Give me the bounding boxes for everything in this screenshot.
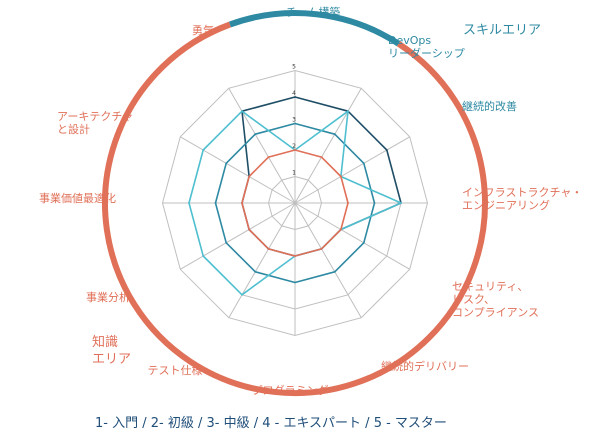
category-label-8: テスト仕様 [148, 363, 203, 377]
category-label-1: チーム構築 [286, 5, 341, 19]
series-3-point-11 [202, 149, 205, 151]
series-4-point-10 [241, 202, 243, 204]
series-3-point-9 [202, 255, 205, 257]
grid-spoke-8 [228, 202, 296, 318]
area-label-1: スキルエリア [463, 23, 541, 38]
series-2-point-9 [225, 241, 228, 244]
category-label-3: 継続的改善 [462, 99, 517, 113]
category-label-5: セキュリティ、リスク、コンプライアンス [452, 280, 539, 319]
category-label-10: 事業価値最適化 [39, 191, 116, 205]
series-2-point-5 [362, 241, 365, 244]
series-4-point-12 [267, 156, 270, 159]
series-3-point-4 [400, 202, 402, 204]
series-2-point-8 [254, 270, 257, 273]
tick-label-1: 1 [292, 170, 296, 177]
series-1-line [241, 96, 402, 257]
series-2-point-3 [362, 162, 365, 165]
series-4-point-8 [267, 248, 270, 250]
series-2-point-12 [254, 133, 257, 136]
tick-label-3: 3 [292, 117, 296, 124]
tick-label-5: 5 [292, 64, 296, 71]
skill-area-arc [228, 10, 401, 47]
grid-spoke-3 [294, 136, 410, 204]
series-4-point-3 [340, 175, 342, 178]
grid-spoke-6 [294, 202, 362, 318]
series-4-point-2 [320, 156, 323, 159]
tick-label-2: 2 [292, 143, 296, 150]
grid-spoke-9 [180, 202, 296, 270]
category-label-7: プログラミング [252, 383, 329, 397]
grid-spoke-11 [180, 136, 296, 204]
series-4-point-9 [248, 228, 251, 231]
series-3-point-10 [188, 202, 190, 204]
series-2-point-6 [333, 270, 336, 273]
category-label-11: アーキテクチャと設計 [57, 110, 133, 136]
series-4-point-1 [294, 149, 296, 151]
series-2-point-10 [214, 202, 217, 204]
category-label-4: インフラストラクチャ・エンジニアリング [462, 186, 582, 212]
grid-spoke-2 [294, 88, 362, 204]
series-2-point-2 [333, 133, 336, 136]
series-2-point-1 [294, 122, 296, 125]
knowledge-area-arc [102, 21, 488, 396]
series-2-point-4 [373, 202, 376, 204]
series-1-point-3 [385, 149, 388, 151]
series-3-point-12 [241, 110, 243, 113]
category-label-6: 継続的デリバリー [381, 359, 469, 373]
series-4-point-4 [347, 202, 349, 204]
series-3-point-8 [241, 293, 243, 296]
series-3-point-2 [347, 110, 349, 113]
series-4-point-5 [340, 228, 342, 231]
grid-spoke-5 [294, 202, 410, 270]
category-label-9: 事業分析 [86, 290, 130, 304]
series-4-point-7 [294, 255, 296, 257]
scale-legend: 1- 入門 / 2- 初級 / 3- 中級 / 4 - エキスパート / 5 -… [95, 416, 447, 431]
series-4-point-6 [320, 248, 323, 250]
series-1-point-1 [294, 96, 296, 98]
series-2-point-11 [225, 162, 228, 165]
grid-spoke-12 [228, 88, 296, 204]
series-4-point-11 [248, 175, 251, 178]
series-2-point-7 [294, 281, 296, 284]
tick-label-4: 4 [292, 90, 296, 97]
category-label-12: 勇気 [192, 23, 214, 37]
area-label-2: 知識エリア [92, 334, 131, 367]
category-label-2: DevOps リーダーシップ [388, 34, 465, 60]
